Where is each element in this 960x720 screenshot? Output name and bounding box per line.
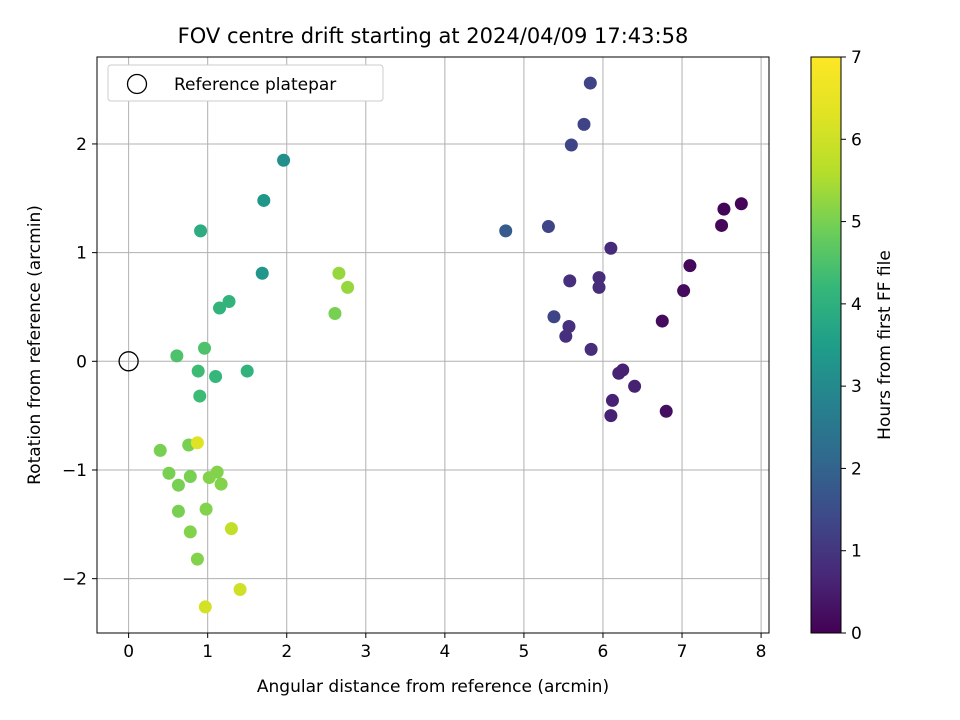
data-point <box>198 600 212 614</box>
x-tick-label: 8 <box>756 642 767 662</box>
data-point <box>224 522 238 536</box>
x-axis-ticks: 0 1 2 3 4 5 6 7 8 <box>123 633 767 662</box>
colorbar-tick-label: 0 <box>851 624 862 644</box>
data-point <box>592 280 606 294</box>
y-tick-label: 0 <box>76 352 87 372</box>
data-point <box>559 329 573 343</box>
x-tick-label: 0 <box>123 642 134 662</box>
data-point <box>162 466 176 480</box>
grid <box>97 57 769 633</box>
data-point <box>683 259 697 273</box>
data-point <box>170 349 184 363</box>
x-tick-label: 5 <box>519 642 530 662</box>
x-tick-label: 7 <box>677 642 688 662</box>
data-point <box>541 220 555 234</box>
data-point <box>199 502 213 516</box>
data-point <box>171 478 185 492</box>
colorbar-tick-label: 3 <box>851 377 862 397</box>
data-point <box>583 76 597 90</box>
data-point <box>604 241 618 255</box>
data-point <box>255 266 269 280</box>
x-tick-label: 4 <box>439 642 450 662</box>
data-point <box>332 266 346 280</box>
data-point <box>191 364 205 378</box>
x-axis-label: Angular distance from reference (arcmin) <box>257 677 609 697</box>
data-point <box>592 271 606 285</box>
colorbar-label: Hours from first FF file <box>875 250 895 440</box>
colorbar-tick-label: 2 <box>851 459 862 479</box>
data-point <box>734 197 748 211</box>
y-tick-label: 1 <box>76 244 87 264</box>
data-point <box>190 552 204 566</box>
x-tick-label: 2 <box>281 642 292 662</box>
data-point <box>341 280 355 294</box>
colorbar-tick-label: 6 <box>851 130 862 150</box>
data-point <box>214 477 228 491</box>
data-point <box>233 583 247 597</box>
data-point <box>577 117 591 131</box>
data-point <box>213 301 227 315</box>
data-point <box>584 342 598 356</box>
legend-entry-reference: Reference platepar <box>174 75 336 95</box>
data-point <box>153 443 167 457</box>
data-point <box>604 409 618 423</box>
data-point <box>257 193 271 207</box>
x-tick-label: 6 <box>598 642 609 662</box>
y-tick-label: −1 <box>62 461 87 481</box>
colorbar: 0 1 2 3 4 5 6 7 Hours from first FF file <box>810 48 895 644</box>
data-point <box>190 436 204 450</box>
legend-reference-marker <box>126 73 148 95</box>
colorbar-tick-label: 7 <box>851 48 862 68</box>
colorbar-ticks: 0 1 2 3 4 5 6 7 <box>841 48 862 644</box>
data-point <box>209 370 223 384</box>
chart-title: FOV centre drift starting at 2024/04/09 … <box>178 24 689 48</box>
colorbar-tick-label: 5 <box>851 213 862 233</box>
data-point <box>562 320 576 334</box>
data-point <box>183 470 197 484</box>
x-tick-label: 1 <box>202 642 213 662</box>
legend: Reference platepar <box>107 64 384 102</box>
legend-box <box>107 64 384 102</box>
plot-frame <box>96 56 770 634</box>
data-point <box>547 310 561 324</box>
data-point <box>655 314 669 328</box>
data-point <box>677 284 691 298</box>
reference-marker <box>118 351 139 372</box>
data-point <box>499 224 513 238</box>
data-point <box>240 364 254 378</box>
data-point <box>194 224 208 238</box>
y-tick-label: 2 <box>76 135 87 155</box>
data-point <box>563 274 577 288</box>
colorbar-gradient <box>810 56 842 634</box>
colorbar-tick-label: 1 <box>851 542 862 562</box>
scatter-points <box>153 76 748 614</box>
data-point <box>210 465 224 479</box>
y-tick-label: −2 <box>62 570 87 590</box>
data-point <box>717 202 731 216</box>
data-point <box>605 393 619 407</box>
x-tick-label: 3 <box>360 642 371 662</box>
data-point <box>193 389 207 403</box>
reference-platepar-marker <box>118 351 139 372</box>
data-point <box>222 295 236 309</box>
data-point <box>183 525 197 539</box>
data-point <box>659 404 673 418</box>
data-point <box>564 138 578 152</box>
data-point <box>628 379 642 393</box>
data-point <box>612 366 626 380</box>
y-axis-ticks: −2 −1 0 1 2 <box>62 135 97 590</box>
y-axis-label: Rotation from reference (arcmin) <box>25 205 45 485</box>
data-point <box>277 153 291 167</box>
data-point <box>328 306 342 320</box>
data-point <box>171 504 185 518</box>
data-point <box>715 218 729 232</box>
colorbar-tick-label: 4 <box>851 295 862 315</box>
data-point <box>198 341 212 355</box>
